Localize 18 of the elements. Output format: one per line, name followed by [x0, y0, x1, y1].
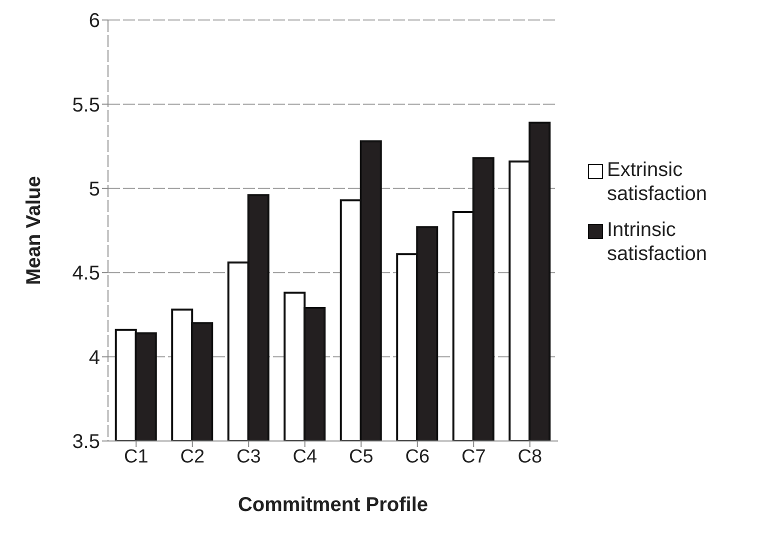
- x-tick-label: C4: [292, 446, 318, 468]
- y-tick-label: 4.5: [72, 262, 100, 285]
- x-tick-label: C1: [124, 446, 148, 468]
- x-tick-label: C7: [461, 446, 486, 468]
- x-tick-label: C5: [348, 446, 374, 468]
- y-tick-label: 5.5: [72, 94, 100, 116]
- x-tick-label: C8: [518, 446, 542, 468]
- y-tick-label: 5: [88, 178, 100, 200]
- legend-label: Intrinsic satisfaction: [607, 218, 708, 266]
- x-tick-label: C2: [180, 446, 205, 468]
- y-axis-title: Mean Value: [23, 176, 46, 285]
- x-tick-label: C6: [405, 446, 430, 468]
- y-tick-label: 4: [88, 346, 100, 369]
- legend-label: Extrinsic satisfaction: [607, 158, 708, 206]
- y-tick-label: 3.5: [72, 431, 100, 454]
- x-axis-title: Commitment Profile: [238, 494, 428, 516]
- x-tick-label: C3: [236, 446, 261, 468]
- y-tick-label: 6: [88, 10, 100, 32]
